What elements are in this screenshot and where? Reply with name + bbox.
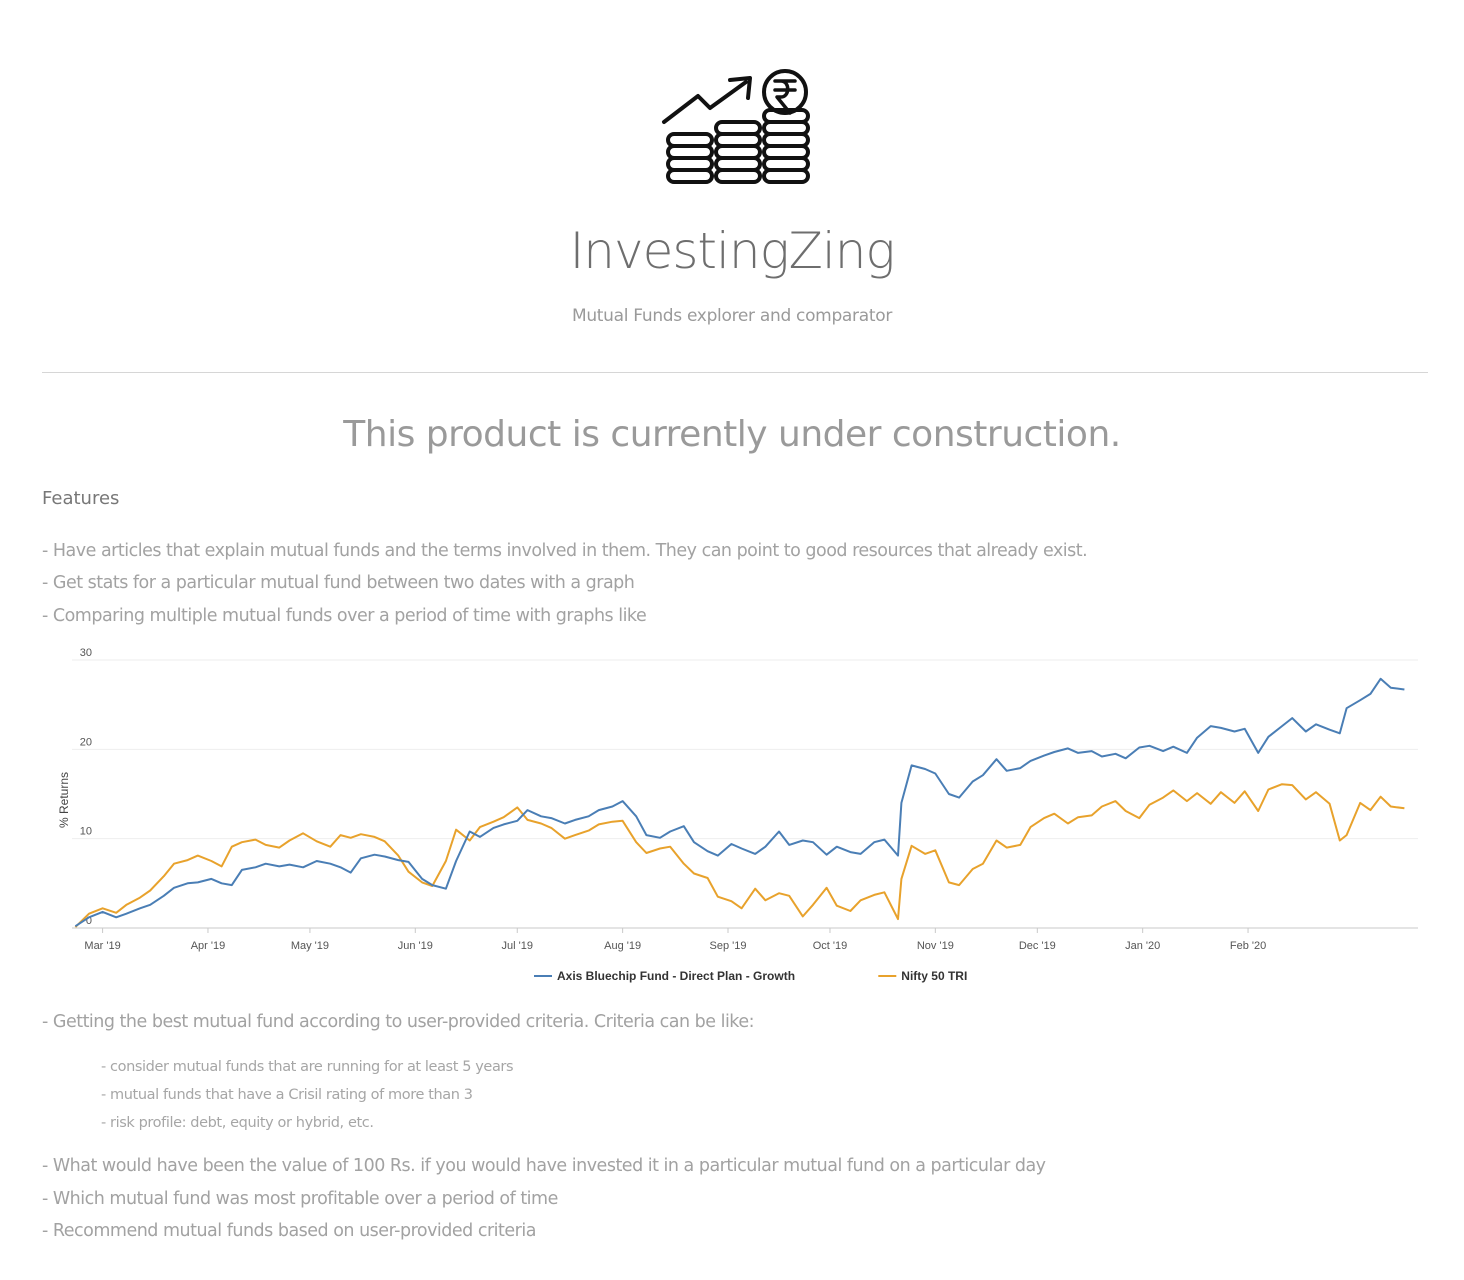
x-tick-label: Aug '19 <box>604 940 641 952</box>
returns-comparison-chart: 0 10 20 30% Returns Mar '19 Apr '19 May '19 Jun… <box>40 648 1430 1000</box>
x-tick-label: Mar '19 <box>84 940 120 952</box>
y-tick-label: 10 <box>80 826 92 838</box>
x-tick-label: Dec '19 <box>1019 940 1056 952</box>
feature-item: - Recommend mutual funds based on user-p… <box>42 1221 536 1241</box>
feature-item: - Getting the best mutual fund according… <box>42 1012 754 1032</box>
x-tick-label: Nov '19 <box>917 940 954 952</box>
logo <box>660 66 810 188</box>
x-tick-label: Jan '20 <box>1125 940 1160 952</box>
construction-notice: This product is currently under construc… <box>0 414 1464 455</box>
criteria-item: - mutual funds that have a Crisil rating… <box>101 1087 473 1103</box>
legend-label: Axis Bluechip Fund - Direct Plan - Growt… <box>557 969 795 983</box>
x-tick-label: Jul '19 <box>502 940 533 952</box>
feature-item: - What would have been the value of 100 … <box>42 1156 1046 1176</box>
feature-item: - Get stats for a particular mutual fund… <box>42 573 634 593</box>
y-tick-label: 20 <box>80 736 92 748</box>
app-subtitle: Mutual Funds explorer and comparator <box>0 306 1464 326</box>
legend-label: Nifty 50 TRI <box>901 969 967 983</box>
x-tick-label: Apr '19 <box>191 940 226 952</box>
x-tick-label: Jun '19 <box>398 940 433 952</box>
series-line <box>75 679 1404 926</box>
criteria-item: - risk profile: debt, equity or hybrid, … <box>101 1115 374 1131</box>
feature-item: - Comparing multiple mutual funds over a… <box>42 606 646 626</box>
x-tick-label: Oct '19 <box>813 940 848 952</box>
x-tick-label: May '19 <box>291 940 329 952</box>
feature-item: - Have articles that explain mutual fund… <box>42 541 1087 561</box>
features-heading: Features <box>42 488 119 509</box>
x-tick-label: Sep '19 <box>710 940 747 952</box>
y-axis-label: % Returns <box>57 772 71 828</box>
y-tick-label: 30 <box>80 648 92 659</box>
header-divider <box>42 372 1428 373</box>
feature-item: - Which mutual fund was most profitable … <box>42 1189 558 1209</box>
x-tick-label: Feb '20 <box>1230 940 1266 952</box>
rupee-coins-growth-icon <box>660 66 810 188</box>
series-line <box>75 784 1404 927</box>
app-title: InvestingZing <box>0 222 1464 280</box>
criteria-item: - consider mutual funds that are running… <box>101 1059 513 1075</box>
